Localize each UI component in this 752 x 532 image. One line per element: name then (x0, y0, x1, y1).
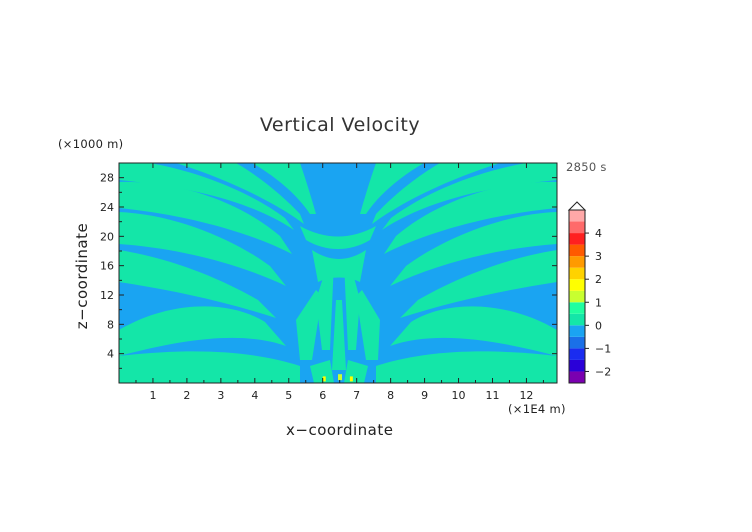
colorbar-segment (569, 348, 585, 360)
positive-band-21 (356, 290, 380, 360)
x-axis-label: x−coordinate (286, 421, 394, 439)
colorbar-segment (569, 233, 585, 245)
positive-band-9 (400, 250, 557, 318)
x-tick-label: 7 (353, 389, 360, 402)
colorbar-segment (569, 210, 585, 222)
y-tick-label: 8 (107, 318, 114, 331)
positive-band-2 (119, 212, 286, 286)
time-label: 2850 s (566, 160, 607, 174)
colorbar-tick-label: −2 (595, 365, 611, 378)
hotspot-0 (338, 374, 342, 381)
positive-band-1 (119, 250, 276, 318)
positive-band-6 (252, 163, 316, 214)
x-tick-label: 8 (387, 389, 394, 402)
positive-band-13 (372, 163, 500, 224)
colorbar-segment (569, 313, 585, 326)
positive-band-22 (332, 300, 346, 370)
positive-band-18 (316, 262, 334, 350)
x-axis-units: (×1E4 m) (508, 402, 566, 416)
y-tick-label: 20 (100, 230, 114, 243)
colorbar-segment (569, 221, 585, 234)
positive-band-10 (390, 212, 557, 286)
positive-band-14 (360, 163, 424, 214)
positive-band-5 (176, 163, 304, 224)
y-tick-label: 4 (107, 348, 114, 361)
colorbar-segment (569, 371, 585, 383)
hotspot-2 (349, 376, 353, 382)
colorbar-overflow-arrow (567, 201, 587, 211)
x-tick-label: 10 (452, 389, 466, 402)
x-tick-label: 3 (217, 389, 224, 402)
positive-band-0 (119, 306, 286, 356)
y-tick-label: 12 (100, 289, 114, 302)
x-axis-ticks: 1 2 3 4 5 6 7 8 9 10 11 12 (135, 163, 544, 402)
x-tick-label: 1 (149, 389, 156, 402)
y-tick-label: 24 (100, 201, 114, 214)
colorbar-segment (569, 244, 585, 257)
colorbar-segment (569, 359, 585, 372)
y-axis-ticks: 4 8 12 16 20 24 28 (100, 172, 557, 369)
colorbar: 4 3 2 1 0 −1 −2 (567, 201, 611, 384)
y-tick-label: 16 (100, 260, 114, 273)
velocity-field (119, 163, 557, 383)
positive-band-23 (310, 360, 334, 383)
positive-band-4 (119, 163, 294, 230)
positive-band-17 (300, 226, 376, 249)
positive-band-15 (376, 351, 557, 383)
colorbar-tick-label: 0 (595, 319, 602, 332)
x-tick-label: 6 (319, 389, 326, 402)
positive-band-7 (119, 351, 300, 383)
x-tick-label: 12 (519, 389, 533, 402)
positive-band-12 (382, 163, 557, 230)
x-tick-label: 2 (183, 389, 190, 402)
colorbar-segment (569, 302, 585, 314)
colorbar-segment (569, 290, 585, 303)
positive-band-11 (384, 181, 557, 254)
colorbar-segment (569, 325, 585, 337)
colorbar-segment (569, 279, 585, 291)
plot-frame (118, 162, 558, 384)
positive-band-8 (390, 306, 557, 356)
x-tick-label: 5 (285, 389, 292, 402)
y-tick-label: 28 (100, 172, 114, 185)
colorbar-tick-label: 2 (595, 273, 602, 286)
colorbar-tick-label: 3 (595, 250, 602, 263)
x-tick-label: 4 (251, 389, 258, 402)
colorbar-tick-label: −1 (595, 342, 611, 355)
colorbar-tick-label: 4 (595, 227, 602, 240)
x-tick-label: 11 (485, 389, 499, 402)
hotspot-1 (322, 376, 326, 382)
colorbar-segment (569, 267, 585, 280)
positive-band-3 (119, 181, 292, 254)
colorbar-segment (569, 256, 585, 268)
positive-band-20 (296, 290, 322, 360)
positive-band-19 (344, 262, 360, 350)
x-tick-label: 9 (421, 389, 428, 402)
chart-title: Vertical Velocity (259, 114, 421, 136)
z-axis-units: (×1000 m) (58, 137, 124, 151)
colorbar-tick-label: 1 (595, 296, 602, 309)
colorbar-segment (569, 336, 585, 349)
